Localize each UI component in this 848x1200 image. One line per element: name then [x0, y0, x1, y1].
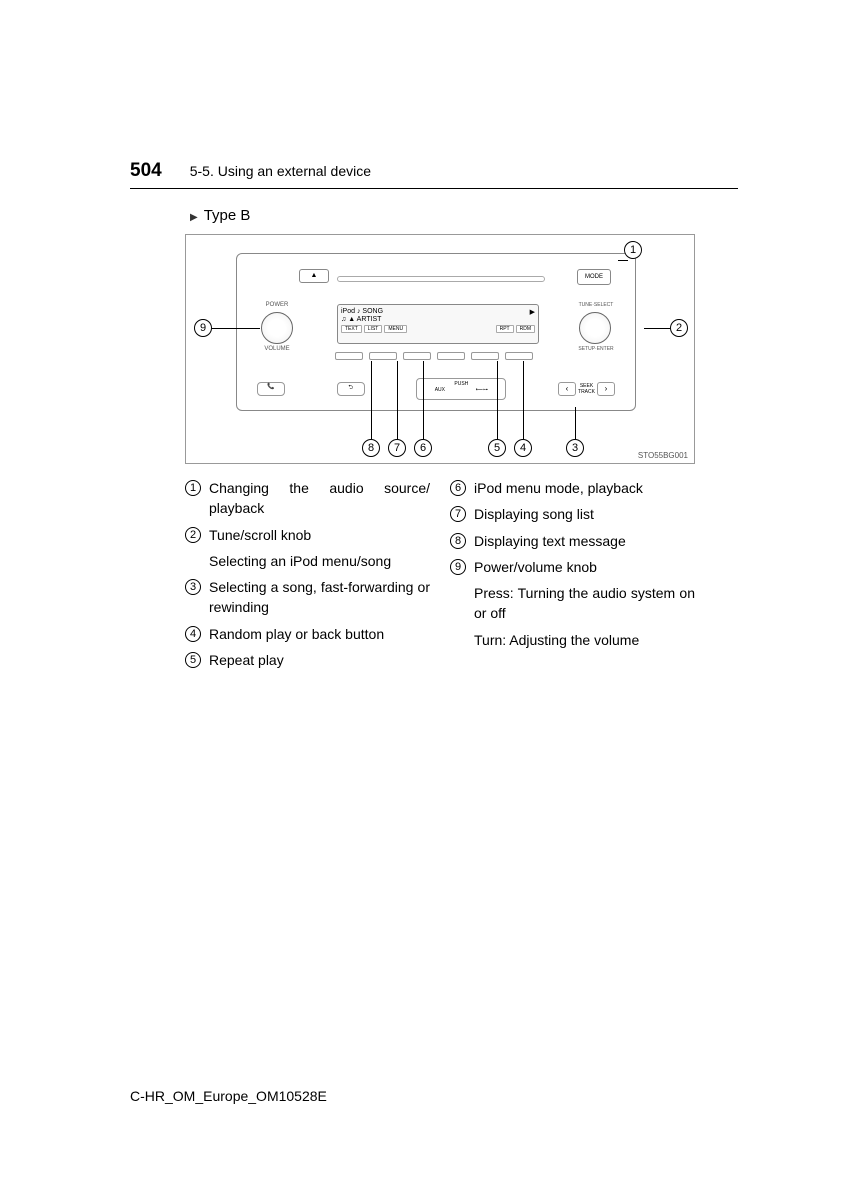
legend-item: 7 Displaying song list	[450, 504, 695, 524]
eject-button: ▲	[299, 269, 329, 283]
usb-icon: ⟵⊶	[476, 387, 488, 393]
aux-label: AUX	[435, 387, 445, 393]
volume-label: VOLUME	[261, 346, 293, 352]
seek-prev-icon: ‹	[558, 382, 576, 396]
callout-8: 8	[362, 439, 380, 457]
callout-9: 9	[194, 319, 212, 337]
legend-subtext: Turn: Adjusting the volume	[474, 630, 695, 650]
callout-3: 3	[566, 439, 584, 457]
push-aux-button: PUSH AUX ⟵⊶	[416, 378, 506, 400]
phone-button: 📞	[257, 382, 285, 396]
seek-track-label: SEEK TRACK	[578, 383, 595, 395]
footer-code: C-HR_OM_Europe_OM10528E	[130, 1088, 327, 1104]
manual-page: 504 5-5. Using an external device Type B…	[0, 0, 848, 716]
legend-item: 8 Displaying text message	[450, 531, 695, 551]
display-line1-left: iPod ♪ SONG	[341, 308, 383, 316]
radio-faceplate: ▲ MODE POWER VOLUME TUNE·SELECT SETUP·EN…	[236, 253, 636, 411]
preset-btn	[471, 352, 499, 360]
preset-btn	[369, 352, 397, 360]
legend-item: 6 iPod menu mode, playback	[450, 478, 695, 498]
legend-subtext: Selecting an iPod menu/song	[209, 551, 430, 571]
preset-btn	[437, 352, 465, 360]
legend-item: 4 Random play or back button	[185, 624, 430, 644]
radio-diagram: ▲ MODE POWER VOLUME TUNE·SELECT SETUP·EN…	[185, 234, 695, 464]
radio-display: iPod ♪ SONG ▶ ♫ ▲ ARTIST TEXT LIST MENU …	[337, 304, 539, 344]
back-button: ⮌	[337, 382, 365, 396]
softkey-list: LIST	[364, 325, 383, 333]
softkey-rdm: RDM	[516, 325, 535, 333]
image-code: STO55BG001	[638, 451, 688, 460]
mode-button: MODE	[577, 269, 611, 285]
softkey-rpt: RPT	[496, 325, 514, 333]
preset-buttons	[335, 352, 533, 360]
tune-label: TUNE·SELECT	[571, 302, 621, 308]
page-header: 504 5-5. Using an external device	[130, 160, 738, 189]
volume-knob-icon	[261, 312, 293, 344]
page-number: 504	[130, 160, 162, 182]
seek-track-group: ‹ SEEK TRACK ›	[558, 382, 615, 396]
callout-4: 4	[514, 439, 532, 457]
legend: 1 Changing the audio source/ playback 2 …	[185, 478, 738, 676]
callout-5: 5	[488, 439, 506, 457]
legend-item: 1 Changing the audio source/ playback	[185, 478, 430, 519]
setup-label: SETUP·ENTER	[571, 346, 621, 352]
legend-item: 9 Power/volume knob	[450, 557, 695, 577]
legend-item: 3 Selecting a song, fast-forwarding or r…	[185, 577, 430, 618]
tune-knob-icon	[579, 312, 611, 344]
legend-subtext: Press: Turning the audio system on or of…	[474, 583, 695, 624]
legend-left-column: 1 Changing the audio source/ playback 2 …	[185, 478, 430, 676]
softkey-text: TEXT	[341, 325, 362, 333]
preset-btn	[403, 352, 431, 360]
cd-slot	[337, 276, 545, 282]
display-line2: ♫ ▲ ARTIST	[341, 316, 381, 323]
softkey-menu: MENU	[384, 325, 407, 333]
power-label: POWER	[261, 302, 293, 308]
callout-7: 7	[388, 439, 406, 457]
preset-btn	[335, 352, 363, 360]
callout-6: 6	[414, 439, 432, 457]
legend-item: 2 Tune/scroll knob	[185, 525, 430, 545]
bottom-button-row: 📞 ⮌ PUSH AUX ⟵⊶ ‹ SEEK TRACK ›	[257, 378, 615, 400]
seek-next-icon: ›	[597, 382, 615, 396]
callout-1: 1	[624, 241, 642, 259]
display-line1-right: ▶	[530, 308, 535, 316]
legend-item: 5 Repeat play	[185, 650, 430, 670]
section-title: 5-5. Using an external device	[190, 163, 371, 179]
type-label: Type B	[190, 207, 738, 224]
callout-2: 2	[670, 319, 688, 337]
legend-right-column: 6 iPod menu mode, playback 7 Displaying …	[450, 478, 695, 676]
preset-btn	[505, 352, 533, 360]
